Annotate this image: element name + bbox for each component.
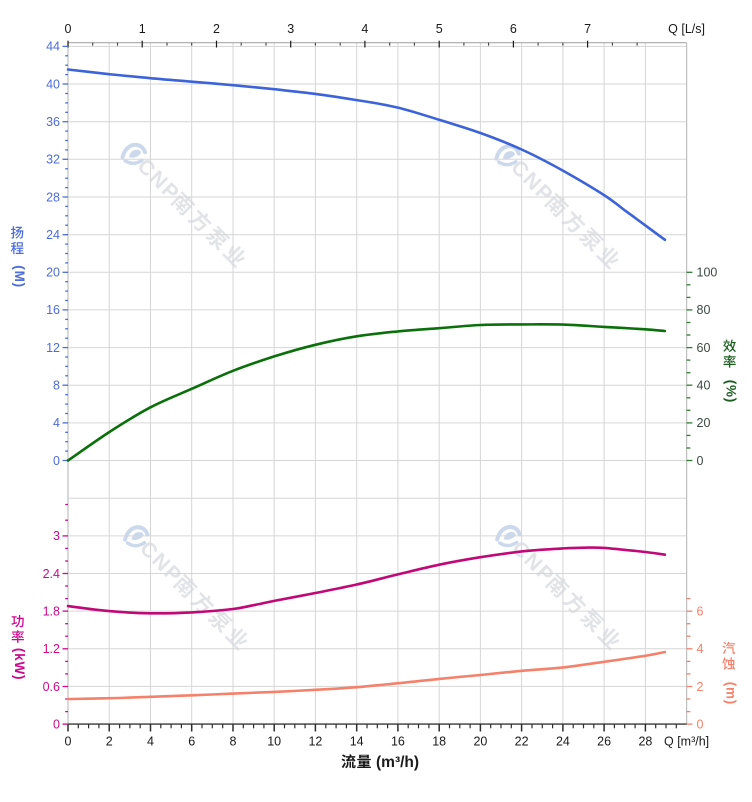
- svg-text:12: 12: [46, 341, 60, 355]
- svg-text:40: 40: [46, 77, 60, 91]
- svg-text:100: 100: [697, 266, 718, 280]
- svg-text:(M): (M): [12, 265, 27, 288]
- svg-text:8: 8: [53, 379, 60, 393]
- svg-text:0: 0: [697, 454, 704, 468]
- svg-text:0: 0: [65, 735, 72, 749]
- svg-text:0: 0: [53, 717, 60, 731]
- svg-text:Q [L/s]: Q [L/s]: [668, 22, 705, 36]
- svg-text:3: 3: [287, 22, 294, 36]
- svg-text:60: 60: [697, 341, 711, 355]
- svg-text:4: 4: [697, 642, 704, 656]
- svg-text:24: 24: [46, 228, 60, 242]
- svg-text:32: 32: [46, 153, 60, 167]
- svg-text:0: 0: [697, 717, 704, 731]
- svg-text:1: 1: [139, 22, 146, 36]
- svg-text:0: 0: [65, 22, 72, 36]
- svg-text:10: 10: [267, 735, 281, 749]
- svg-text:2: 2: [213, 22, 220, 36]
- svg-text:40: 40: [697, 379, 711, 393]
- svg-text:(m): (m): [724, 682, 739, 705]
- svg-text:4: 4: [147, 735, 154, 749]
- svg-text:80: 80: [697, 303, 711, 317]
- svg-text:5: 5: [436, 22, 443, 36]
- svg-text:20: 20: [46, 266, 60, 280]
- svg-text:16: 16: [46, 303, 60, 317]
- svg-text:7: 7: [584, 22, 591, 36]
- svg-text:28: 28: [638, 735, 652, 749]
- svg-text:1.2: 1.2: [43, 642, 60, 656]
- svg-text:36: 36: [46, 115, 60, 129]
- svg-text:26: 26: [597, 735, 611, 749]
- svg-text:4: 4: [361, 22, 368, 36]
- svg-text:4: 4: [53, 416, 60, 430]
- svg-text:3: 3: [53, 529, 60, 543]
- svg-text:20: 20: [473, 735, 487, 749]
- svg-text:(kW): (kW): [12, 648, 27, 680]
- svg-text:(%): (%): [724, 380, 739, 403]
- svg-text:(m³/h): (m³/h): [376, 754, 419, 771]
- svg-text:6: 6: [697, 605, 704, 619]
- svg-text:20: 20: [697, 416, 711, 430]
- svg-text:44: 44: [46, 40, 60, 54]
- svg-text:8: 8: [230, 735, 237, 749]
- svg-text:Q [m³/h]: Q [m³/h]: [664, 735, 709, 749]
- svg-text:12: 12: [308, 735, 322, 749]
- svg-text:28: 28: [46, 190, 60, 204]
- svg-text:2: 2: [106, 735, 113, 749]
- svg-text:14: 14: [350, 735, 364, 749]
- svg-text:6: 6: [510, 22, 517, 36]
- svg-text:6: 6: [188, 735, 195, 749]
- svg-text:24: 24: [556, 735, 570, 749]
- svg-text:2.4: 2.4: [43, 567, 60, 581]
- svg-text:18: 18: [432, 735, 446, 749]
- svg-text:22: 22: [515, 735, 529, 749]
- svg-text:2: 2: [697, 680, 704, 694]
- svg-text:0: 0: [53, 454, 60, 468]
- svg-text:16: 16: [391, 735, 405, 749]
- svg-text:1.8: 1.8: [43, 604, 60, 618]
- svg-text:0.6: 0.6: [43, 680, 60, 694]
